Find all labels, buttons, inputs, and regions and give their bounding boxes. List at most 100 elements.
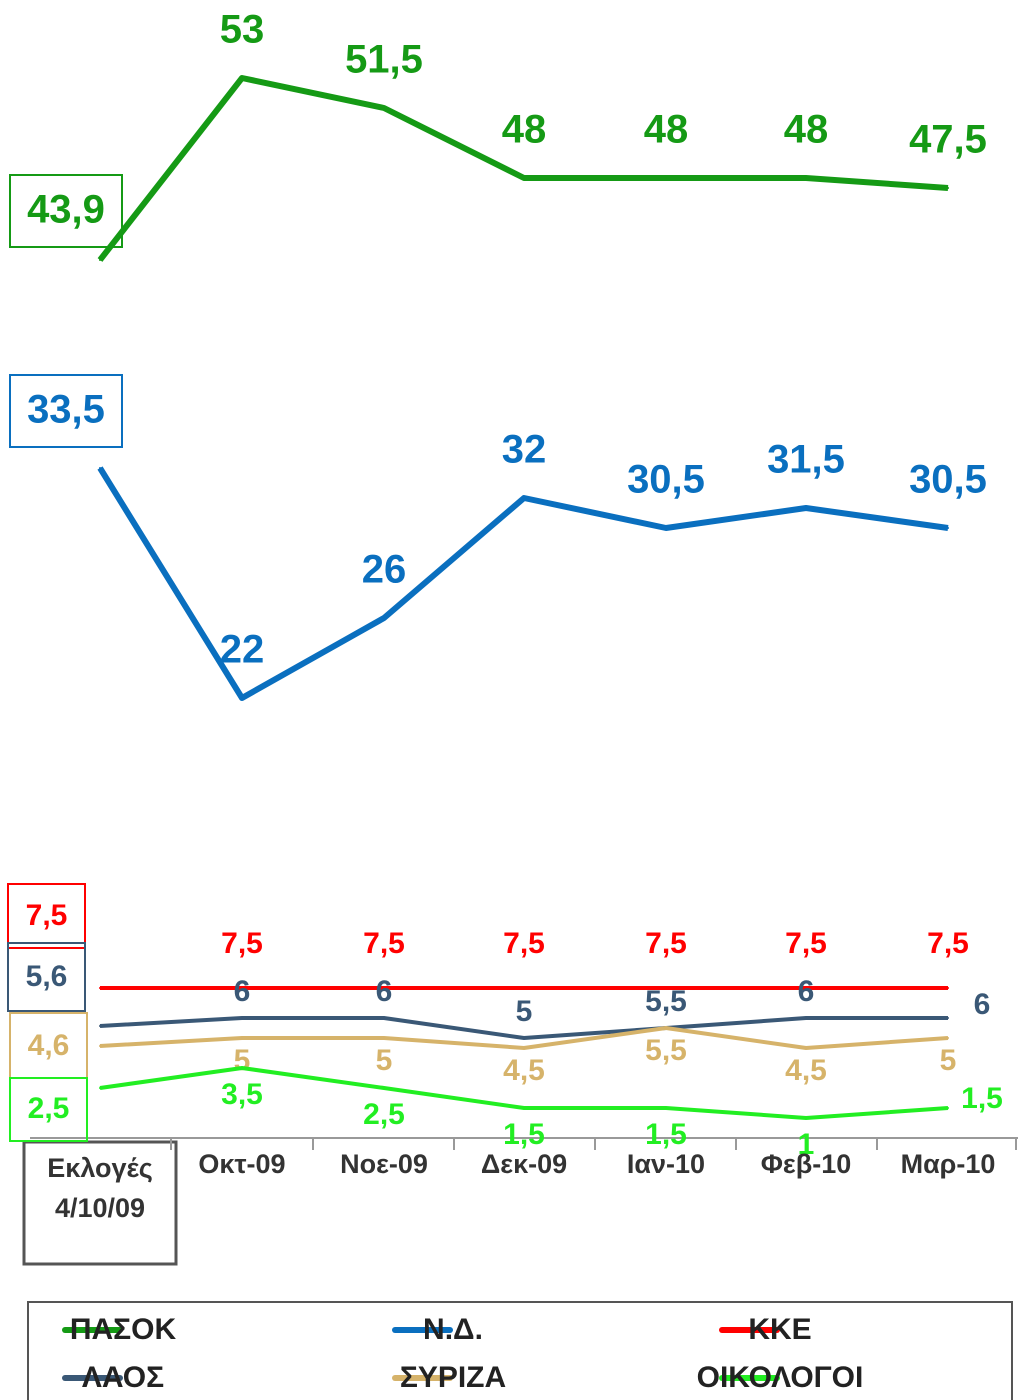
data-label: 5,5 [645,1034,687,1067]
data-label: 5 [376,1044,393,1077]
data-point [383,1087,385,1089]
data-label: 5 [516,995,533,1028]
data-point [947,527,949,529]
data-label: 3,5 [221,1078,263,1111]
data-label: 6 [798,975,815,1008]
data-label: 4,6 [28,1029,70,1062]
first-label-box [9,174,123,248]
data-label: 30,5 [627,458,705,502]
data-point [99,1025,101,1027]
data-label: 1,5 [645,1118,687,1151]
data-point [523,497,525,499]
data-label: 22 [220,628,265,672]
data-point [99,1045,101,1047]
data-label: 2,5 [363,1098,405,1131]
data-label: 7,5 [927,927,969,960]
data-point [805,987,807,989]
data-label: 31,5 [767,438,845,482]
data-label: 5,6 [26,960,68,993]
x-tick-label: Μαρ-10 [900,1149,996,1179]
legend-label: ΟΙΚΟΛΟΓΟΙ [697,1361,864,1394]
x-tick-label: Νοε-09 [340,1149,428,1179]
data-label: 7,5 [26,899,68,932]
x-tick-label: Ιαν-10 [626,1149,706,1179]
first-category-box [22,1140,178,1266]
data-point [665,527,667,529]
data-label: 7,5 [785,927,827,960]
data-point [241,1017,243,1019]
data-point [523,1047,525,1049]
data-point [805,507,807,509]
data-point [523,1037,525,1039]
data-label: 7,5 [221,927,263,960]
legend-label: ΛΑΟΣ [82,1361,164,1394]
legend-label: Ν.Δ. [423,1313,483,1346]
data-point [805,177,807,179]
data-label: 6 [974,988,991,1021]
x-tick-label: Εκλογές 4/10/09 [47,1153,153,1223]
data-label: 48 [644,108,689,152]
data-point [383,1017,385,1019]
data-point [805,1017,807,1019]
data-point [947,1107,949,1109]
data-point [99,467,101,469]
series-line [97,75,949,262]
data-point [383,107,385,109]
data-point [241,987,243,989]
data-point [665,1107,667,1109]
x-tick-label: Δεκ-09 [480,1149,568,1179]
data-point [383,987,385,989]
data-label: 30,5 [909,458,987,502]
data-point [99,1087,101,1089]
first-label-box [7,942,86,1012]
data-label: 5,5 [645,985,687,1018]
data-label: 1 [798,1128,815,1161]
data-point [241,1037,243,1039]
data-label: 48 [784,108,829,152]
first-label-box [9,1077,88,1142]
data-label: 5 [234,1044,251,1077]
data-point [805,1117,807,1119]
x-tick-label: Φεβ-10 [760,1149,852,1179]
first-label-box [7,883,86,949]
data-point [665,1027,667,1029]
data-label: 7,5 [363,927,405,960]
data-label: 43,9 [27,188,105,232]
data-label: 47,5 [909,118,987,162]
legend-label: ΠΑΣΟΚ [70,1313,177,1346]
first-label-box [9,374,123,448]
data-point [947,987,949,989]
data-label: 33,5 [27,388,105,432]
data-label: 2,5 [28,1092,70,1125]
data-label: 7,5 [503,927,545,960]
data-point [99,259,101,261]
x-tick-label: Οκτ-09 [198,1149,286,1179]
legend-label: ΚΚΕ [748,1313,811,1346]
data-label: 5 [940,1044,957,1077]
data-point [665,987,667,989]
data-label: 4,5 [785,1054,827,1087]
data-label: 4,5 [503,1054,545,1087]
data-label: 48 [502,108,547,152]
data-label: 1,5 [961,1082,1003,1115]
data-label: 6 [234,975,251,1008]
data-point [947,1037,949,1039]
data-point [523,177,525,179]
data-point [241,77,243,79]
data-point [523,1107,525,1109]
data-label: 6 [376,975,393,1008]
data-point [805,1047,807,1049]
data-point [99,987,101,989]
data-label: 32 [502,428,547,472]
data-point [947,187,949,189]
data-label: 51,5 [345,38,423,82]
data-point [947,1017,949,1019]
legend-box [27,1301,1013,1400]
data-point [241,697,243,699]
data-label: 26 [362,548,407,592]
data-label: 7,5 [645,927,687,960]
data-label: 53 [220,8,265,52]
data-point [383,617,385,619]
